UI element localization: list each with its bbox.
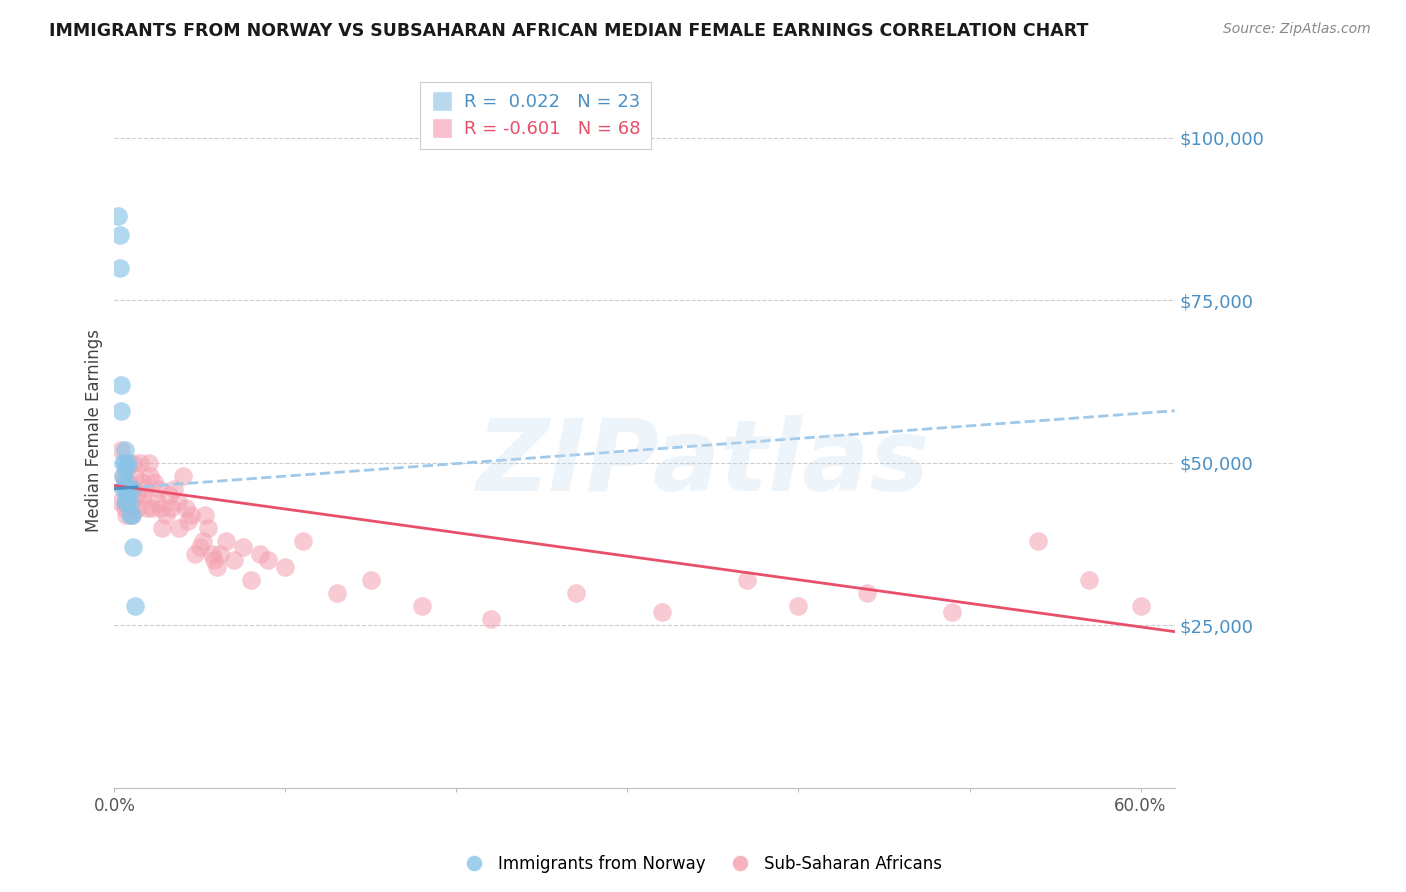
Point (787, 599, 810, 613)
Point (132, 488, 155, 502)
Point (121, 482, 143, 496)
Point (180, 508, 202, 522)
Point (163, 482, 186, 496)
Point (111, 468, 134, 483)
Point (214, 533, 236, 548)
Point (184, 547, 207, 561)
Point (111, 456, 134, 470)
Point (194, 508, 217, 522)
Point (115, 494, 138, 508)
Point (129, 456, 152, 470)
Text: ZIPatlas: ZIPatlas (477, 416, 929, 512)
Point (111, 482, 134, 496)
Point (224, 553, 246, 567)
Point (124, 599, 146, 613)
Point (1078, 573, 1101, 587)
Point (118, 494, 141, 508)
Point (124, 468, 146, 483)
Point (1129, 599, 1152, 613)
Point (291, 533, 314, 548)
Point (150, 521, 173, 535)
Point (177, 514, 200, 528)
Point (121, 482, 143, 496)
Point (117, 475, 139, 490)
Point (135, 501, 157, 516)
Point (122, 540, 145, 554)
Point (139, 468, 162, 483)
Point (110, 442, 132, 457)
Point (193, 533, 215, 548)
Point (249, 547, 271, 561)
Point (651, 605, 673, 619)
Point (134, 482, 156, 496)
Point (157, 488, 180, 502)
Point (856, 585, 879, 599)
Point (115, 494, 138, 508)
Point (169, 521, 191, 535)
Point (141, 501, 163, 516)
Point (114, 475, 136, 490)
Text: IMMIGRANTS FROM NORWAY VS SUBSAHARAN AFRICAN MEDIAN FEMALE EARNINGS CORRELATION : IMMIGRANTS FROM NORWAY VS SUBSAHARAN AFR… (49, 22, 1088, 40)
Point (114, 456, 136, 470)
Point (127, 501, 149, 516)
Point (117, 456, 139, 470)
Point (115, 462, 138, 476)
Point (360, 573, 382, 587)
Point (110, 377, 132, 392)
Point (148, 482, 170, 496)
Point (735, 573, 758, 587)
Point (121, 508, 143, 522)
Point (188, 540, 211, 554)
Point (118, 501, 141, 516)
Point (114, 442, 136, 457)
Point (232, 540, 254, 554)
Point (201, 547, 224, 561)
Point (479, 612, 502, 626)
Point (257, 553, 280, 567)
Point (111, 468, 134, 483)
Point (411, 599, 433, 613)
Point (138, 456, 160, 470)
Point (941, 605, 963, 619)
Point (274, 559, 297, 574)
Point (166, 494, 188, 508)
Point (108, 494, 131, 508)
Point (149, 501, 172, 516)
Point (107, 209, 129, 223)
Legend: R =  0.022   N = 23, R = -0.601   N = 68: R = 0.022 N = 23, R = -0.601 N = 68 (420, 82, 651, 149)
Legend: Immigrants from Norway, Sub-Saharan Africans: Immigrants from Norway, Sub-Saharan Afri… (458, 848, 948, 880)
Point (202, 553, 225, 567)
Point (114, 482, 136, 496)
Point (146, 494, 169, 508)
Point (115, 482, 138, 496)
Point (115, 508, 138, 522)
Point (142, 475, 165, 490)
Point (197, 521, 219, 535)
Point (174, 501, 197, 516)
Point (114, 501, 136, 516)
Y-axis label: Median Female Earnings: Median Female Earnings (86, 329, 103, 532)
Point (325, 585, 347, 599)
Point (122, 456, 145, 470)
Point (240, 573, 263, 587)
Point (565, 585, 588, 599)
Point (131, 475, 153, 490)
Point (118, 508, 141, 522)
Point (209, 547, 232, 561)
Text: Source: ZipAtlas.com: Source: ZipAtlas.com (1223, 22, 1371, 37)
Point (160, 501, 183, 516)
Point (172, 468, 194, 483)
Point (125, 488, 148, 502)
Point (114, 494, 136, 508)
Point (108, 228, 131, 243)
Point (1026, 533, 1049, 548)
Point (117, 482, 139, 496)
Point (155, 508, 177, 522)
Point (121, 508, 143, 522)
Point (110, 404, 132, 418)
Point (108, 260, 131, 275)
Point (205, 559, 228, 574)
